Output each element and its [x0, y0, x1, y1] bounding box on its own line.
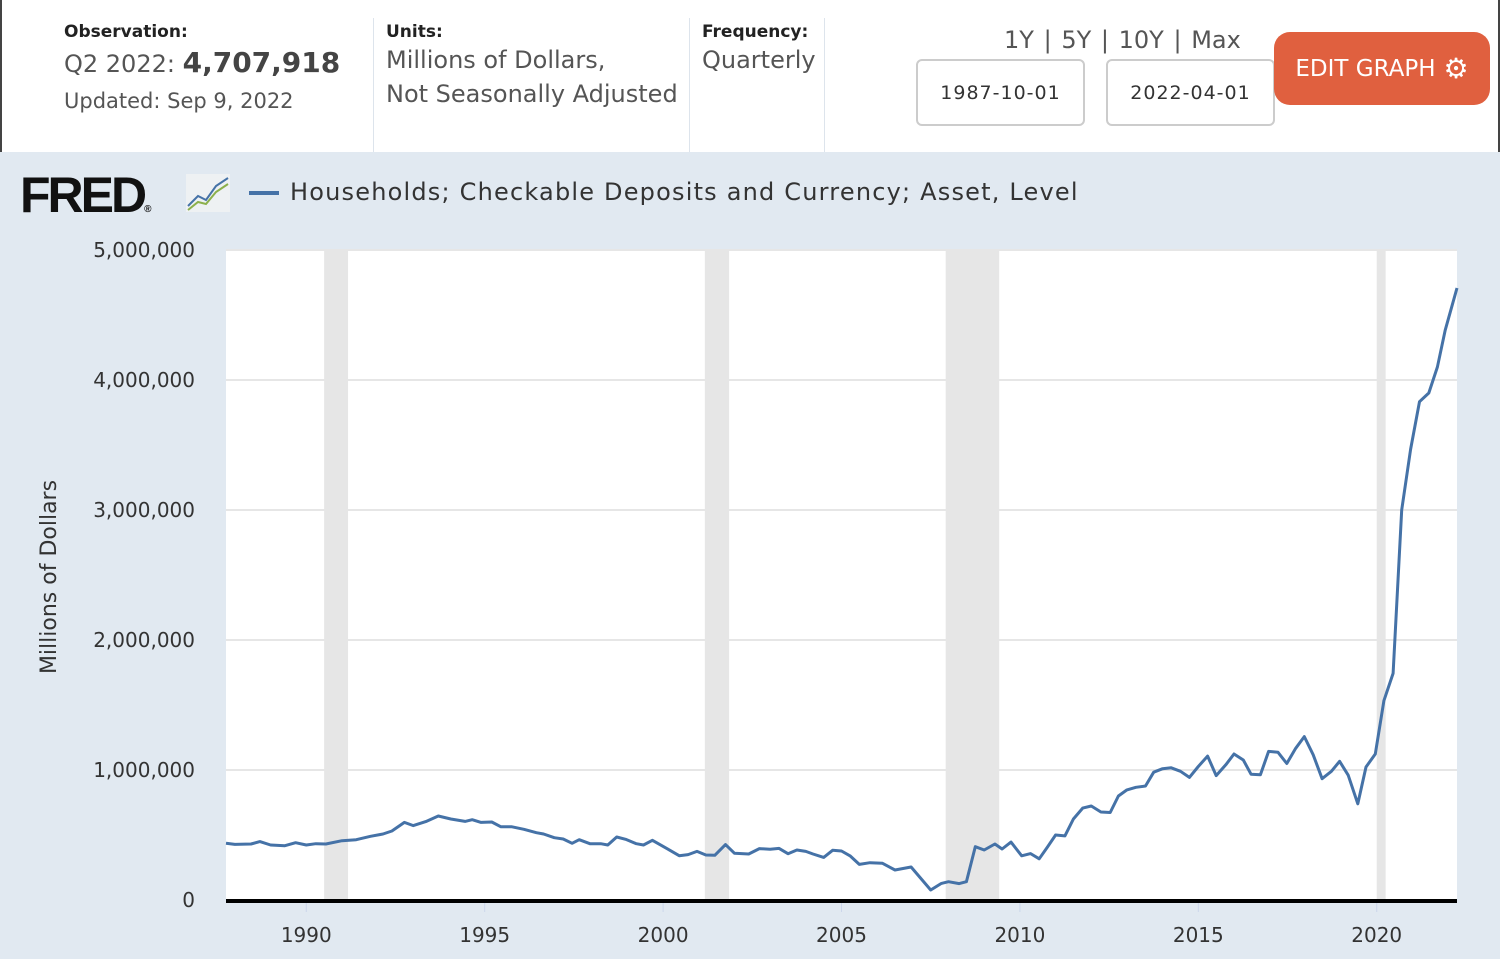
range-10y[interactable]: 10Y — [1118, 26, 1164, 54]
units-label: Units: — [386, 22, 443, 42]
start-date-input[interactable]: 1987-10-01 — [916, 59, 1085, 126]
range-separator: | — [1173, 26, 1182, 54]
x-tick-label: 1995 — [459, 923, 510, 947]
frequency-label: Frequency: — [702, 22, 809, 42]
updated-date: Updated: Sep 9, 2022 — [64, 89, 294, 113]
range-max[interactable]: Max — [1191, 26, 1241, 54]
x-tick-label: 2020 — [1351, 923, 1402, 947]
units-line1: Millions of Dollars, — [386, 46, 606, 74]
range-5y[interactable]: 5Y — [1061, 26, 1092, 54]
plot-background — [226, 250, 1457, 900]
x-tick-label: 2010 — [994, 923, 1045, 947]
range-separator: | — [1043, 26, 1052, 54]
observation-column: Observation: Q2 2022: 4,707,918 Updated:… — [2, 18, 374, 152]
x-tick-label: 2015 — [1173, 923, 1224, 947]
y-tick-label: 5,000,000 — [93, 238, 195, 262]
series-line — [225, 287, 1459, 892]
legend-swatch — [249, 191, 279, 195]
units-column: Units: Millions of Dollars, Not Seasonal… — [374, 18, 690, 152]
y-tick-label: 4,000,000 — [93, 368, 195, 392]
gear-icon: ⚙ — [1443, 52, 1469, 85]
y-tick-label: 1,000,000 — [93, 758, 195, 782]
recession-shade — [1376, 250, 1386, 900]
frequency-value: Quarterly — [702, 46, 816, 74]
x-tick-label: 1990 — [281, 923, 332, 947]
edit-graph-button[interactable]: EDIT GRAPH ⚙ — [1274, 32, 1490, 105]
y-tick-label: 3,000,000 — [93, 498, 195, 522]
range-1y[interactable]: 1Y — [1004, 26, 1034, 54]
range-separator: | — [1100, 26, 1109, 54]
observation-value: 4,707,918 — [182, 46, 341, 79]
units-line2: Not Seasonally Adjusted — [386, 80, 678, 108]
recession-shade — [945, 250, 1000, 900]
frequency-column: Frequency: Quarterly — [690, 18, 825, 152]
observation-period: Q2 2022: — [64, 50, 175, 78]
header-panel: Observation: Q2 2022: 4,707,918 Updated:… — [0, 0, 1500, 152]
y-tick-label: 0 — [182, 888, 195, 912]
chart-title: Households; Checkable Deposits and Curre… — [290, 178, 1079, 206]
y-tick-label: 2,000,000 — [93, 628, 195, 652]
chart-logo-icon — [186, 174, 230, 212]
y-axis-title: Millions of Dollars — [37, 480, 62, 674]
recession-shade — [704, 250, 730, 900]
observation-label: Observation: — [64, 22, 188, 42]
edit-graph-label: EDIT GRAPH — [1295, 55, 1436, 82]
x-tick-label: 2005 — [816, 923, 867, 947]
fred-logo: FRED® — [20, 166, 230, 224]
x-tick-label: 2000 — [638, 923, 689, 947]
recession-shade — [324, 250, 349, 900]
range-selector: 1Y | 5Y | 10Y | Max — [1004, 26, 1241, 54]
